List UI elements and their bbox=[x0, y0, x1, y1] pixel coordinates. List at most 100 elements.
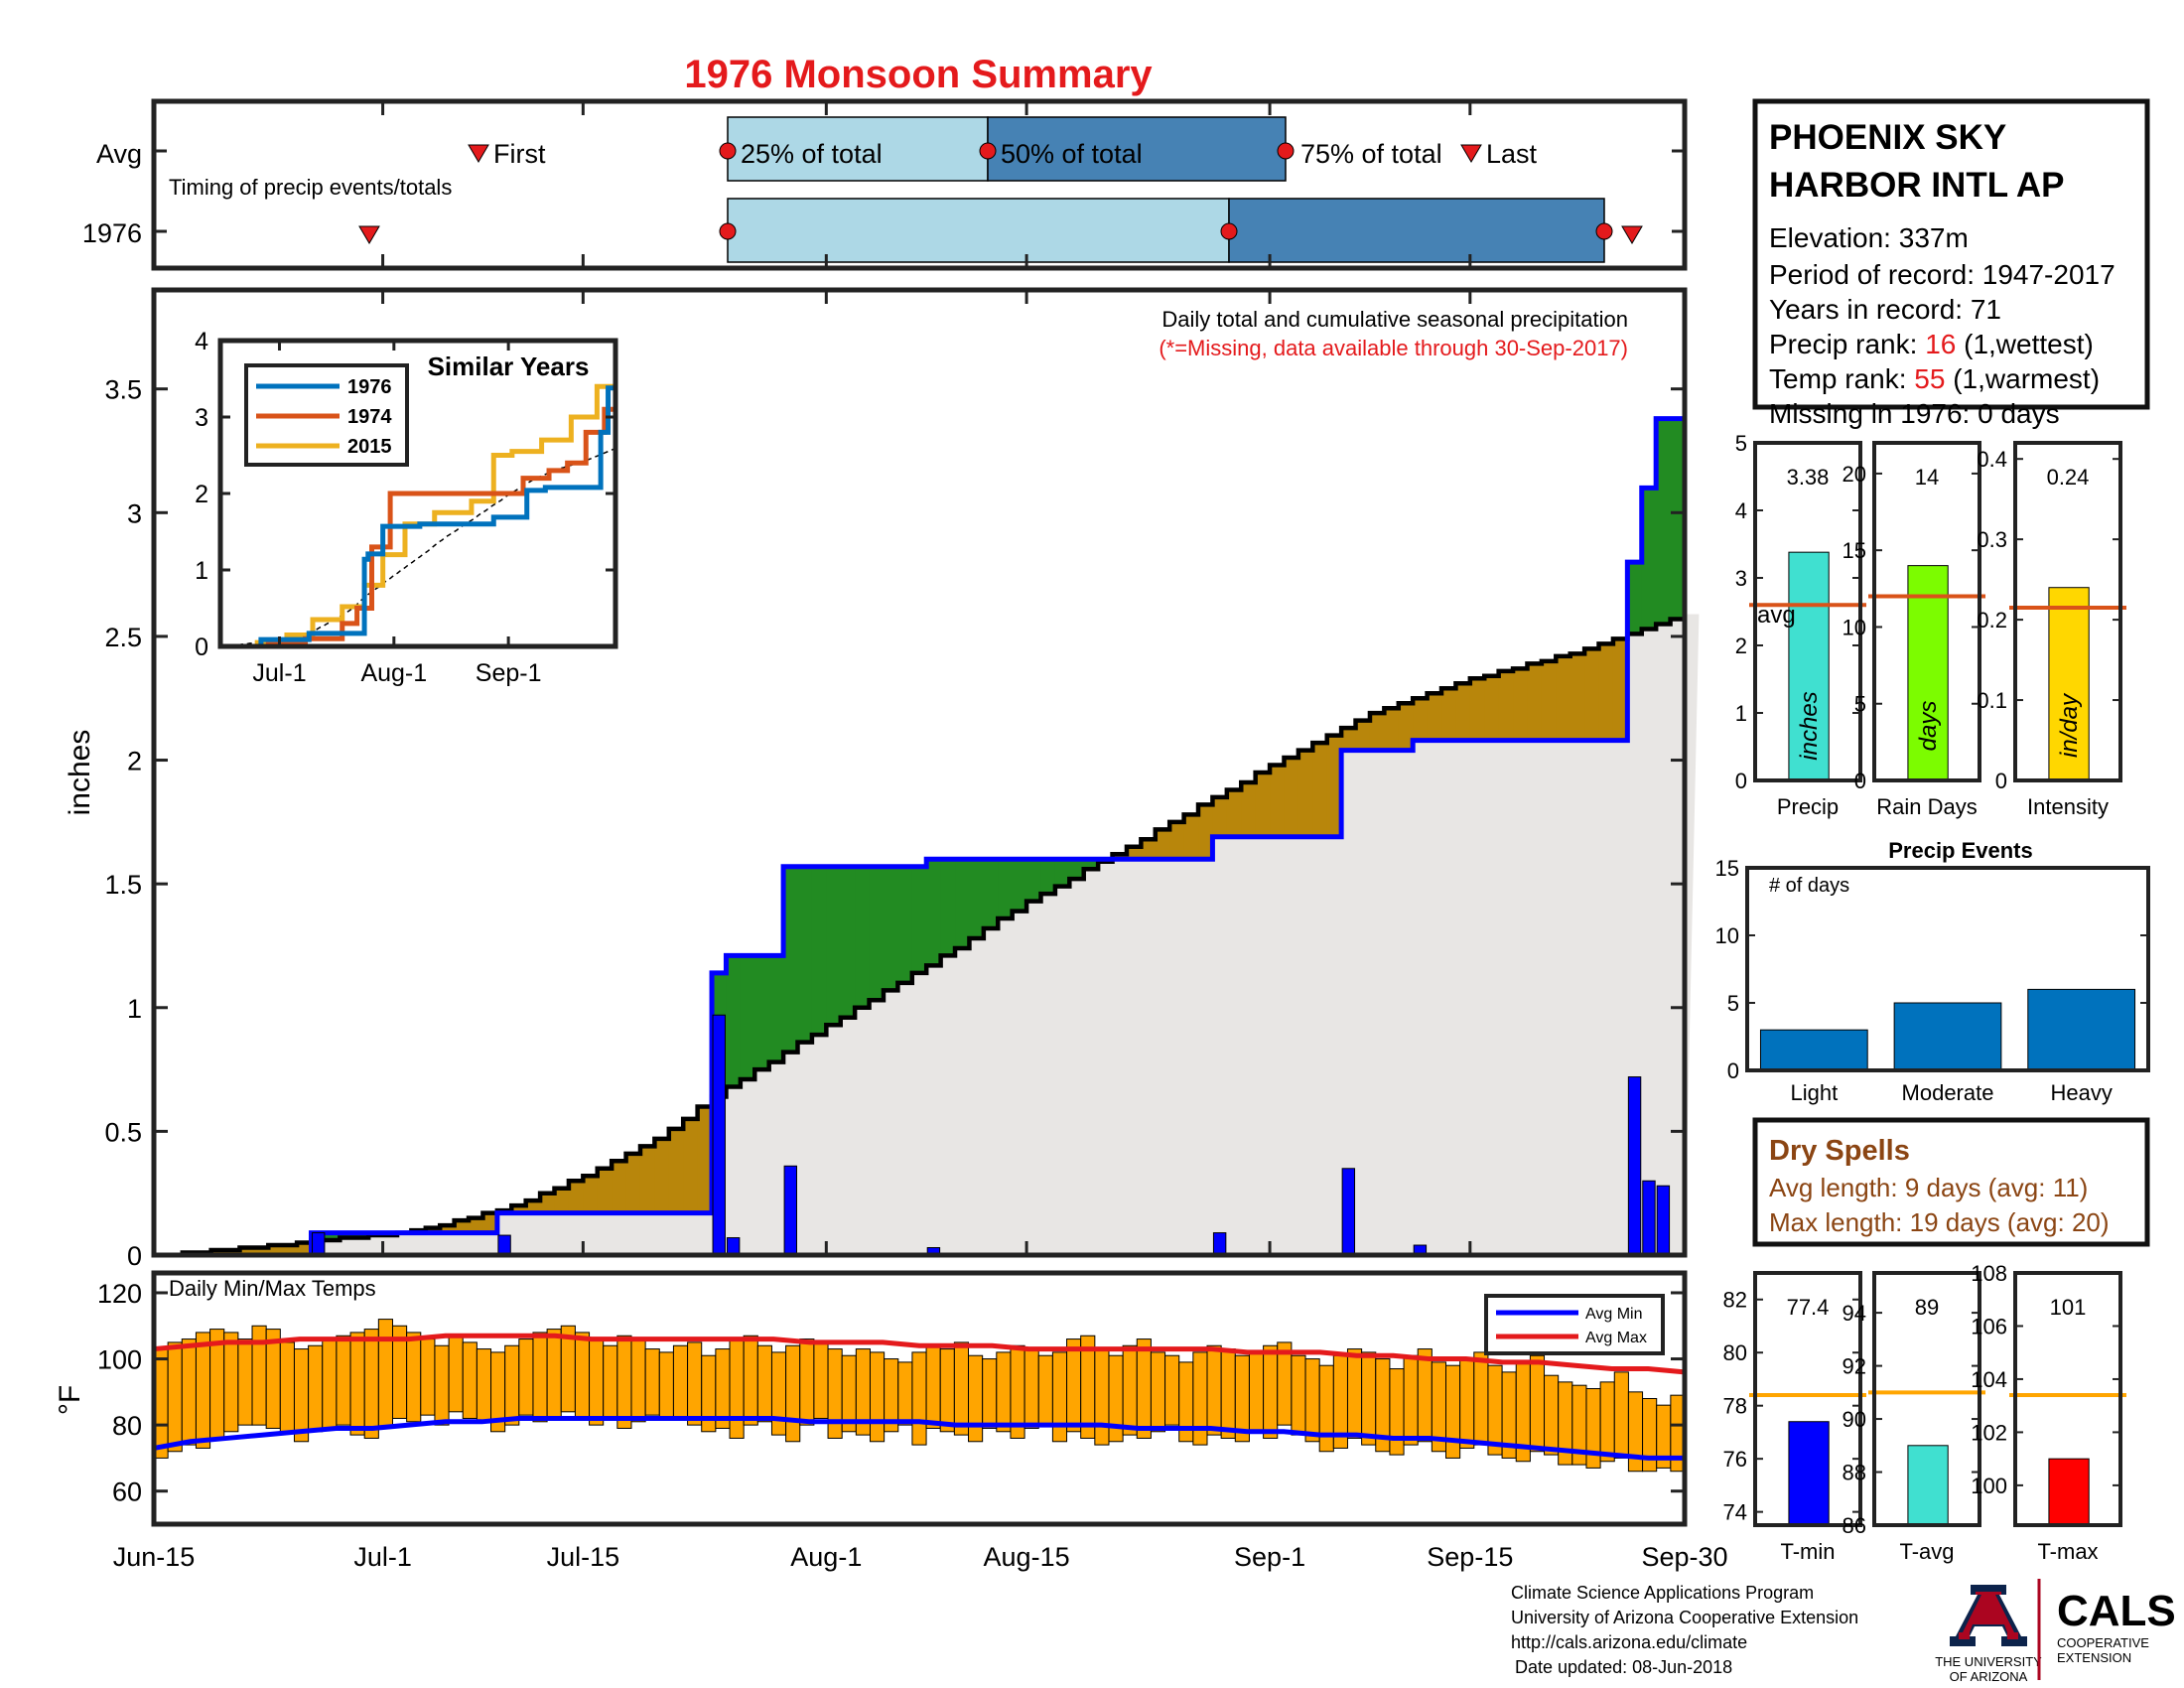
events-tick-label: 10 bbox=[1715, 923, 1739, 948]
below-average-area bbox=[597, 1168, 613, 1213]
above-average-area bbox=[740, 955, 755, 1080]
daily-temp-bar bbox=[1599, 1381, 1615, 1463]
intensity-panel-unit: in/day bbox=[2056, 692, 2083, 758]
below-average-area bbox=[1212, 796, 1228, 837]
above-average-area bbox=[897, 866, 913, 983]
tavg-panel-tick-label: 86 bbox=[1843, 1513, 1866, 1538]
below-average-area bbox=[1398, 703, 1414, 751]
tavg-panel-label: T-avg bbox=[1899, 1539, 1954, 1564]
daily-temp-bar bbox=[1585, 1388, 1601, 1469]
legend-avg-min: Avg Min bbox=[1585, 1306, 1643, 1323]
intensity-panel-label: Intensity bbox=[2027, 794, 2109, 819]
events-ylabel: # of days bbox=[1769, 875, 1849, 897]
below-average-area bbox=[1341, 728, 1357, 751]
p50-label: 50% of total bbox=[1001, 139, 1143, 169]
footer-line4: Date updated: 08-Jun-2018 bbox=[1515, 1657, 1732, 1677]
daily-precip-bar bbox=[1656, 1185, 1671, 1256]
x-tick-label: Sep-1 bbox=[1234, 1542, 1305, 1572]
daily-temp-bar bbox=[546, 1329, 562, 1419]
above-average-area bbox=[983, 859, 999, 929]
above-average-area bbox=[869, 866, 885, 1001]
daily-temp-bar bbox=[603, 1344, 618, 1419]
intensity-panel-tick-label: 0.4 bbox=[1977, 447, 2007, 472]
row-label-year: 1976 bbox=[82, 218, 142, 248]
tmax-panel-tick-label: 106 bbox=[1971, 1314, 2007, 1338]
inset-legend-label: 2015 bbox=[347, 436, 392, 458]
cals-wordmark: CALS bbox=[2057, 1587, 2176, 1635]
station-frame bbox=[1752, 98, 2150, 410]
events-tick-label: 5 bbox=[1727, 991, 1739, 1016]
below-average-area bbox=[1141, 839, 1157, 860]
precip-panel-tick-label: 4 bbox=[1735, 498, 1747, 523]
daily-temp-bar bbox=[1051, 1351, 1068, 1443]
daily-temp-bar bbox=[1291, 1354, 1306, 1436]
daily-temp-bar bbox=[897, 1361, 913, 1426]
tmax-panel-tick-label: 102 bbox=[1971, 1420, 2007, 1445]
rain-days-panel-tick-label: 15 bbox=[1843, 538, 1866, 563]
daily-temp-bar bbox=[968, 1354, 984, 1443]
intensity-panel-bar bbox=[2048, 587, 2090, 781]
station-name-line2: HARBOR INTL AP bbox=[1769, 166, 2065, 205]
below-average-area bbox=[1198, 804, 1214, 860]
tmax-panel-value: 101 bbox=[2050, 1295, 2087, 1320]
daily-temp-bar bbox=[1529, 1354, 1546, 1453]
station-missing: Missing in 1976: 0 days bbox=[1769, 398, 2060, 429]
first-marker-avg bbox=[468, 144, 489, 163]
tmax-panel-bar bbox=[2048, 1458, 2090, 1526]
below-average-area bbox=[1270, 765, 1286, 837]
x-tick-label: Jul-15 bbox=[547, 1542, 620, 1572]
tavg-panel: 86 88 90 92 94 89 T-avg bbox=[1843, 1271, 1985, 1564]
daily-temp-bar bbox=[1122, 1344, 1138, 1436]
above-average-area bbox=[811, 866, 827, 1036]
below-average-area bbox=[1312, 743, 1328, 837]
intensity-panel-value: 0.24 bbox=[2047, 465, 2090, 490]
below-average-area bbox=[1284, 758, 1299, 837]
daily-temp-bar bbox=[687, 1341, 703, 1426]
above-average-area bbox=[926, 859, 942, 966]
tmax-panel: 100 102 104 106 108 101 T-max bbox=[1971, 1261, 2126, 1564]
above-average-area bbox=[855, 866, 871, 1008]
daily-temp-bar bbox=[448, 1335, 464, 1413]
temp-y-tick-label: 100 bbox=[97, 1345, 142, 1375]
daily-temp-bar bbox=[377, 1319, 393, 1429]
station-info: PHOENIX SKY HARBOR INTL AP Elevation: 33… bbox=[1752, 98, 2150, 429]
daily-temp-bar bbox=[616, 1335, 632, 1429]
daily-precip-bar bbox=[312, 1232, 326, 1256]
daily-temp-bar bbox=[1192, 1351, 1208, 1446]
temp-y-tick-label: 120 bbox=[97, 1279, 142, 1309]
above-average-area bbox=[840, 866, 856, 1018]
precip-panel-unit: inches bbox=[1796, 691, 1823, 760]
below-average-area bbox=[239, 1247, 255, 1255]
dry-spells-max: Max length: 19 days (avg: 20) bbox=[1769, 1207, 2110, 1237]
main-note-missing: (*=Missing, data available through 30-Se… bbox=[1159, 336, 1628, 360]
inset-series-1974 bbox=[220, 406, 615, 649]
main-y-tick-label: 0 bbox=[127, 1241, 142, 1271]
intensity-panel-frame bbox=[2013, 441, 2122, 782]
daily-temp-bar bbox=[644, 1348, 660, 1416]
rain-days-panel-tick-label: 20 bbox=[1843, 462, 1866, 487]
below-average-area bbox=[1441, 688, 1457, 741]
daily-temp-bar bbox=[756, 1344, 772, 1423]
daily-temp-bar bbox=[589, 1338, 605, 1426]
daily-temp-bar bbox=[1445, 1364, 1461, 1459]
precip-event-bar bbox=[1893, 1002, 2002, 1071]
daily-temp-bar bbox=[925, 1344, 941, 1429]
below-average-area bbox=[482, 1212, 498, 1233]
daily-temp-bar bbox=[322, 1338, 338, 1429]
first-marker-year bbox=[358, 225, 380, 244]
average-cumulative-line bbox=[154, 614, 1688, 1258]
precip-panel: 0 1 2 3 4 5 3.38 Precip inches bbox=[1735, 431, 1866, 819]
precip-panel-label: Precip bbox=[1777, 794, 1839, 819]
daily-temp-bar bbox=[504, 1344, 520, 1426]
footer-line3: http://cals.arizona.edu/climate bbox=[1511, 1632, 1747, 1652]
dry-spells-frame bbox=[1752, 1117, 2150, 1247]
precip-panel-frame bbox=[1753, 441, 1862, 782]
inset-series-1976 bbox=[220, 385, 615, 649]
last-label: Last bbox=[1486, 139, 1538, 169]
daily-temp-bar bbox=[770, 1351, 787, 1436]
below-average-area bbox=[1369, 713, 1385, 751]
intensity-panel: 0 0.1 0.2 0.3 0.4 0.24 Intensity in/day bbox=[1977, 441, 2126, 819]
below-average-area bbox=[1241, 781, 1257, 837]
daily-temp-bar bbox=[1037, 1354, 1053, 1426]
